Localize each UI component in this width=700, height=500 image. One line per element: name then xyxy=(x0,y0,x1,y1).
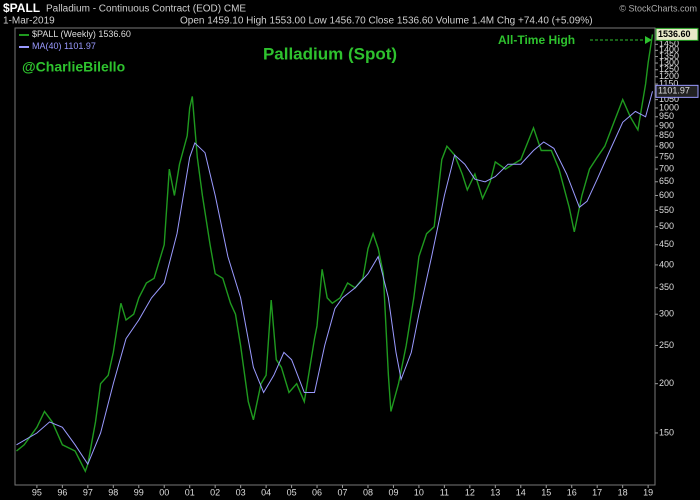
y-tick-label: 450 xyxy=(659,239,674,249)
x-tick-label: 95 xyxy=(32,487,42,497)
x-tick-label: 09 xyxy=(388,487,398,497)
legend-value: 1536.60 xyxy=(98,29,131,39)
x-tick-label: 11 xyxy=(440,487,449,497)
legend-entry: MA(40) 1101.97 xyxy=(32,41,96,51)
x-tick-label: 02 xyxy=(210,487,220,497)
x-tick-label: 06 xyxy=(312,487,322,497)
y-tick-label: 1350 xyxy=(659,51,679,61)
y-tick-label: 150 xyxy=(659,427,674,437)
plot-frame xyxy=(14,27,656,486)
credit: © StockCharts.com xyxy=(619,3,697,13)
y-tick-label: 750 xyxy=(659,152,674,162)
date: 1-Mar-2019 xyxy=(3,16,55,27)
quote: Open 1459.10 High 1553.00 Low 1456.70 Cl… xyxy=(180,16,593,27)
x-tick-label: 04 xyxy=(261,487,271,497)
y-tick-label: 1150 xyxy=(659,78,678,88)
y-tick-label: 1450 xyxy=(659,39,679,49)
symbol: $PALL xyxy=(3,1,40,15)
x-tick-label: 05 xyxy=(287,487,297,497)
series-line xyxy=(16,91,653,466)
arrow-head xyxy=(645,36,652,44)
last-value-label: 1101.97 xyxy=(658,86,690,96)
y-tick-label: 350 xyxy=(659,282,674,292)
y-tick-label: 1050 xyxy=(659,94,679,104)
y-tick-label: 200 xyxy=(659,378,674,388)
y-tick-label: 250 xyxy=(659,340,674,350)
legend-name: MA(40) xyxy=(32,41,62,51)
x-tick-label: 13 xyxy=(490,487,500,497)
annotation: All-Time High xyxy=(498,33,575,47)
last-value-box xyxy=(655,84,699,98)
x-tick-label: 16 xyxy=(567,487,577,497)
x-tick-label: 97 xyxy=(83,487,93,497)
series-line xyxy=(16,34,654,473)
legend-entry: $PALL (Weekly) 1536.60 xyxy=(32,29,131,39)
chart-title: Palladium (Spot) xyxy=(263,44,397,63)
x-tick-label: 96 xyxy=(57,487,67,497)
legend-value: 1101.97 xyxy=(64,41,96,51)
description: Palladium - Continuous Contract (EOD) CM… xyxy=(46,4,246,15)
y-tick-label: 600 xyxy=(659,190,674,200)
y-tick-label: 300 xyxy=(659,309,674,319)
x-tick-label: 14 xyxy=(516,487,526,497)
last-value-label: 1536.60 xyxy=(658,29,691,39)
y-tick-label: 650 xyxy=(659,176,674,186)
handle: @CharlieBilello xyxy=(22,59,125,75)
y-tick-label: 1200 xyxy=(659,71,679,81)
x-tick-label: 17 xyxy=(592,487,602,497)
y-tick-label: 500 xyxy=(659,221,674,231)
y-tick-label: 850 xyxy=(659,130,674,140)
x-tick-label: 98 xyxy=(108,487,118,497)
y-tick-label: 1400 xyxy=(659,45,679,55)
y-tick-label: 900 xyxy=(659,120,674,130)
y-tick-label: 1000 xyxy=(659,102,679,112)
x-tick-label: 08 xyxy=(363,487,373,497)
x-tick-label: 99 xyxy=(134,487,144,497)
y-tick-label: 800 xyxy=(659,141,674,151)
y-tick-label: 400 xyxy=(659,259,674,269)
y-tick-label: 1250 xyxy=(659,64,679,74)
x-tick-label: 07 xyxy=(338,487,348,497)
y-tick-label: 950 xyxy=(659,111,674,121)
y-tick-label: 1300 xyxy=(659,57,679,67)
last-value-box xyxy=(655,27,699,41)
x-tick-label: 18 xyxy=(618,487,628,497)
x-tick-label: 12 xyxy=(465,487,475,497)
x-tick-label: 00 xyxy=(159,487,169,497)
y-tick-label: 700 xyxy=(659,163,674,173)
x-tick-label: 10 xyxy=(414,487,424,497)
x-tick-label: 19 xyxy=(643,487,653,497)
y-tick-label: 550 xyxy=(659,205,674,215)
legend-name: $PALL (Weekly) xyxy=(32,29,96,39)
x-tick-label: 01 xyxy=(185,487,195,497)
x-tick-label: 03 xyxy=(236,487,246,497)
x-tick-label: 15 xyxy=(541,487,551,497)
